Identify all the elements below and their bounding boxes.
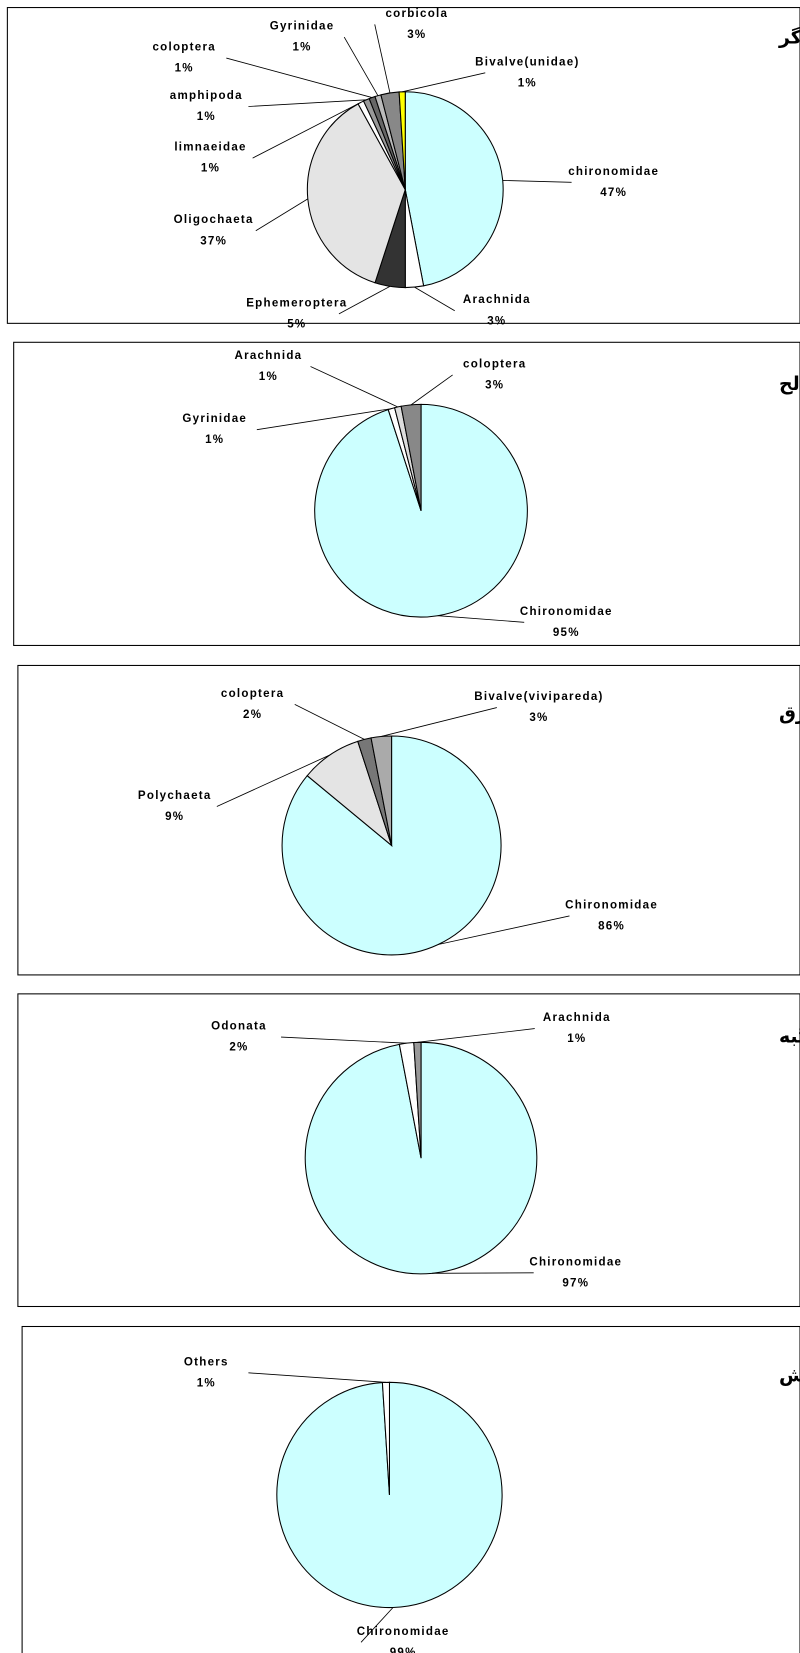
slice-value-label: 1% (197, 1377, 216, 1389)
slice-value-label: 2% (243, 709, 262, 721)
slice-label: Polychaeta (138, 790, 212, 802)
leader-line (343, 36, 379, 96)
pie-slice (398, 91, 406, 190)
slice-value-label: 3% (485, 380, 504, 392)
slice-value-label: 5% (287, 318, 306, 330)
leader-line (310, 366, 399, 408)
slice-label: coloptera (463, 358, 526, 370)
leader-line (381, 707, 497, 737)
slice-value-label: 1% (175, 63, 194, 75)
slice-label: corbicola (385, 8, 448, 20)
chart-title: مالح (779, 373, 800, 395)
slice-value-label: 1% (205, 434, 224, 446)
slice-value-label: 86% (598, 921, 625, 933)
leader-line (281, 1036, 407, 1044)
slice-value-label: 3% (487, 315, 506, 327)
leader-line (252, 102, 362, 159)
leader-line (226, 57, 373, 98)
slice-label: Bivalve(vivipareda) (474, 691, 603, 703)
slice-value-label: 1% (197, 111, 216, 123)
leader-line (438, 915, 570, 945)
slice-label: coloptera (152, 42, 215, 54)
slice-label: Arachnida (463, 294, 531, 306)
leader-line (256, 408, 392, 431)
pie-slice (370, 735, 393, 846)
leader-line (410, 374, 453, 406)
slice-value-label: 1% (567, 1033, 586, 1045)
slice-label: Chironomidae (520, 606, 613, 618)
leader-line (374, 24, 391, 94)
slice-label: Others (184, 1356, 229, 1368)
leader-line (417, 1028, 535, 1043)
chart-title: رگبه (779, 1025, 800, 1048)
chart-title: گرگر (778, 26, 800, 49)
chart-title: خروجی دورق (779, 702, 800, 724)
slice-label: Oligochaeta (174, 214, 254, 226)
leader-line (216, 754, 331, 807)
slice-value-label: 2% (229, 1042, 248, 1054)
leader-line (294, 704, 365, 740)
pie-slice (306, 103, 406, 284)
leader-line (502, 180, 572, 183)
leader-line (402, 72, 486, 93)
slice-value-label: 9% (165, 811, 184, 823)
leader-line (437, 615, 525, 623)
slice-label: limnaeidae (174, 142, 246, 154)
slice-label: Arachnida (543, 1012, 611, 1024)
slice-label: amphipoda (170, 90, 243, 102)
slice-value-label: 3% (407, 29, 426, 41)
slice-label: Gyrinidae (182, 413, 247, 425)
slice-value-label: 3% (529, 712, 548, 724)
leader-line (248, 99, 367, 107)
slice-value-label: 97% (562, 1277, 589, 1289)
slice-label: Chironomidae (565, 900, 658, 912)
slice-value-label: 99% (390, 1647, 417, 1653)
slice-label: chironomidae (568, 166, 659, 178)
slice-label: Gyrinidae (270, 21, 335, 33)
slice-label: Chironomidae (529, 1256, 622, 1268)
slice-value-label: 47% (600, 187, 627, 199)
leader-line (248, 1372, 386, 1383)
leader-line (338, 285, 391, 315)
slice-value-label: 1% (201, 163, 220, 175)
pie-slice (400, 403, 422, 511)
slice-label: Odonata (211, 1021, 267, 1033)
slice-value-label: 95% (553, 627, 580, 639)
chart-title: عطیش (779, 1364, 800, 1386)
slice-label: Arachnida (234, 350, 302, 362)
slice-label: Ephemeroptera (246, 297, 347, 309)
leader-line (255, 198, 309, 232)
slice-label: coloptera (221, 688, 284, 700)
slice-value-label: 1% (292, 42, 311, 54)
leader-line (414, 286, 455, 312)
leader-line (431, 1272, 534, 1274)
leader-line (360, 1607, 394, 1643)
slice-value-label: 1% (259, 371, 278, 383)
slice-label: Bivalve(unidae) (475, 56, 579, 68)
slice-value-label: 1% (518, 77, 537, 89)
slice-value-label: 37% (200, 235, 227, 247)
slice-label: Chironomidae (357, 1626, 450, 1638)
